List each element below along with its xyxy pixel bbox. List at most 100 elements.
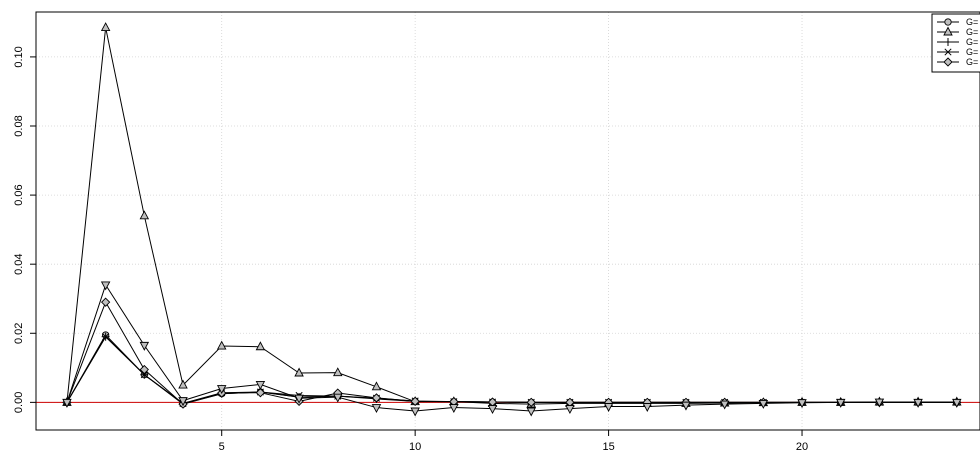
legend-item-3: G=: [937, 37, 978, 47]
legend-item-2-label: G=: [966, 27, 978, 37]
series-6-point-7: [294, 394, 304, 404]
series-6-point-17-shape: [681, 401, 691, 411]
series-5-point-2-shape: [101, 297, 111, 307]
series-2-point-4-shape: [178, 379, 188, 389]
legend-item-1-marker-shape: [944, 18, 952, 26]
plot-frame: [35, 11, 980, 431]
series-6-point-17: [681, 401, 691, 411]
series-6-point-16: [642, 403, 653, 412]
legend-item-4-marker-d2: [944, 48, 952, 56]
series-5-point-6-shape: [255, 388, 266, 398]
y-tick-label-3: 0.06: [13, 184, 25, 205]
legend-item-5-label: G=: [966, 57, 978, 67]
series-6-point-12-shape: [487, 405, 498, 415]
series-6-point-7-shape: [294, 394, 304, 404]
x-tick-label-3: 20: [796, 441, 808, 453]
series-6-point-20-shape: [797, 399, 807, 409]
series-6-point-5: [216, 385, 227, 395]
legend-item-1: G=: [937, 17, 978, 27]
series-6-point-2: [100, 281, 111, 291]
legend-item-1-marker: [944, 18, 952, 26]
series-6-point-14: [565, 405, 575, 415]
series-6-point-6: [255, 380, 266, 390]
series-2-point-2: [100, 22, 111, 31]
series-2-point-6-shape: [255, 341, 266, 351]
series-6-point-19-shape: [758, 399, 769, 409]
series-layer: [62, 22, 962, 417]
series-2-point-9-shape: [371, 381, 382, 391]
legend-item-2-marker: [943, 26, 953, 36]
series-6: [62, 281, 962, 417]
series-6-point-18-shape: [719, 400, 730, 410]
legend-item-3-label: G=: [966, 37, 978, 47]
series-2-point-7: [294, 367, 304, 377]
series-4-point-2: [102, 333, 110, 341]
x-tick-label-0: 5: [219, 441, 225, 453]
series-6-point-10: [410, 407, 420, 417]
series-2-point-3: [139, 210, 150, 220]
series-5-point-2: [101, 297, 111, 307]
series-6-point-1: [62, 398, 72, 408]
series-5-point-13: [526, 397, 536, 408]
x-tick-label-2: 15: [602, 441, 614, 453]
series-5-point-10: [410, 396, 420, 406]
series-6-point-23: [913, 398, 923, 408]
series-5-point-6: [255, 388, 266, 398]
y-tick-label-2: 0.04: [13, 253, 25, 274]
series-4-point-3: [140, 371, 148, 379]
legend-item-4-marker: [944, 48, 952, 56]
legend-item-2: G=: [937, 26, 978, 37]
series-6-point-2-shape: [100, 281, 111, 291]
series-6-point-18: [719, 400, 730, 410]
legend-item-4: G=: [937, 47, 978, 57]
series-6-point-8-shape: [333, 393, 343, 403]
series-2-point-5-shape: [216, 340, 227, 350]
series-2-point-6: [255, 341, 266, 351]
series-5-point-9: [371, 393, 382, 403]
legend-item-4-label: G=: [966, 47, 978, 57]
legend: G=G=G=G=G=: [931, 13, 980, 73]
y-tick-label-4: 0.08: [13, 115, 25, 136]
series-6-point-22: [874, 398, 885, 408]
series-6-point-13-shape: [526, 407, 536, 417]
series-6-point-3-shape: [139, 341, 150, 351]
series-5-point-13-shape: [526, 397, 536, 408]
legend-item-5-marker: [943, 57, 953, 67]
series-4-point-2-d2: [102, 333, 110, 341]
series-6-point-11: [449, 404, 459, 414]
series-4-point-3-d2: [140, 371, 148, 379]
y-tick-label-5: 0.10: [13, 46, 25, 67]
series-6-point-8: [333, 393, 343, 403]
series-5-point-3: [139, 364, 149, 375]
series-6-point-21-shape: [835, 398, 846, 408]
series-6-point-14-shape: [565, 405, 575, 415]
series-6-point-13: [526, 407, 536, 417]
axis-layer: 5 10 15 20 0.00 0.02 0.04 0.06 0.08 0.10: [13, 46, 808, 453]
series-6-point-6-shape: [255, 380, 266, 390]
series-6-point-11-shape: [449, 404, 459, 414]
legend-item-1-label: G=: [966, 17, 978, 27]
series-6-point-15: [603, 403, 614, 412]
series-6-point-1-shape: [62, 398, 72, 408]
y-tick-label-1: 0.02: [13, 323, 25, 344]
series-2-point-3-shape: [139, 210, 150, 220]
series-2-point-8-shape: [333, 367, 343, 377]
series-2-point-4: [178, 379, 188, 389]
series-6-point-21: [835, 398, 846, 408]
series-2-point-8: [333, 367, 343, 377]
series-6-point-4-shape: [178, 397, 188, 407]
x-tick-label-1: 10: [409, 441, 421, 453]
series-6-point-16-shape: [642, 403, 653, 412]
series-6-point-23-shape: [913, 398, 923, 408]
series-6-point-5-shape: [216, 385, 227, 395]
series-2-point-2-shape: [100, 22, 111, 31]
series-5-point-9-shape: [371, 393, 382, 403]
series-6-point-22-shape: [874, 398, 885, 408]
series-6-point-3: [139, 341, 150, 351]
legend-item-5-marker-shape: [943, 57, 953, 67]
series-6-point-10-shape: [410, 407, 420, 417]
series-6-point-15-shape: [603, 403, 614, 412]
